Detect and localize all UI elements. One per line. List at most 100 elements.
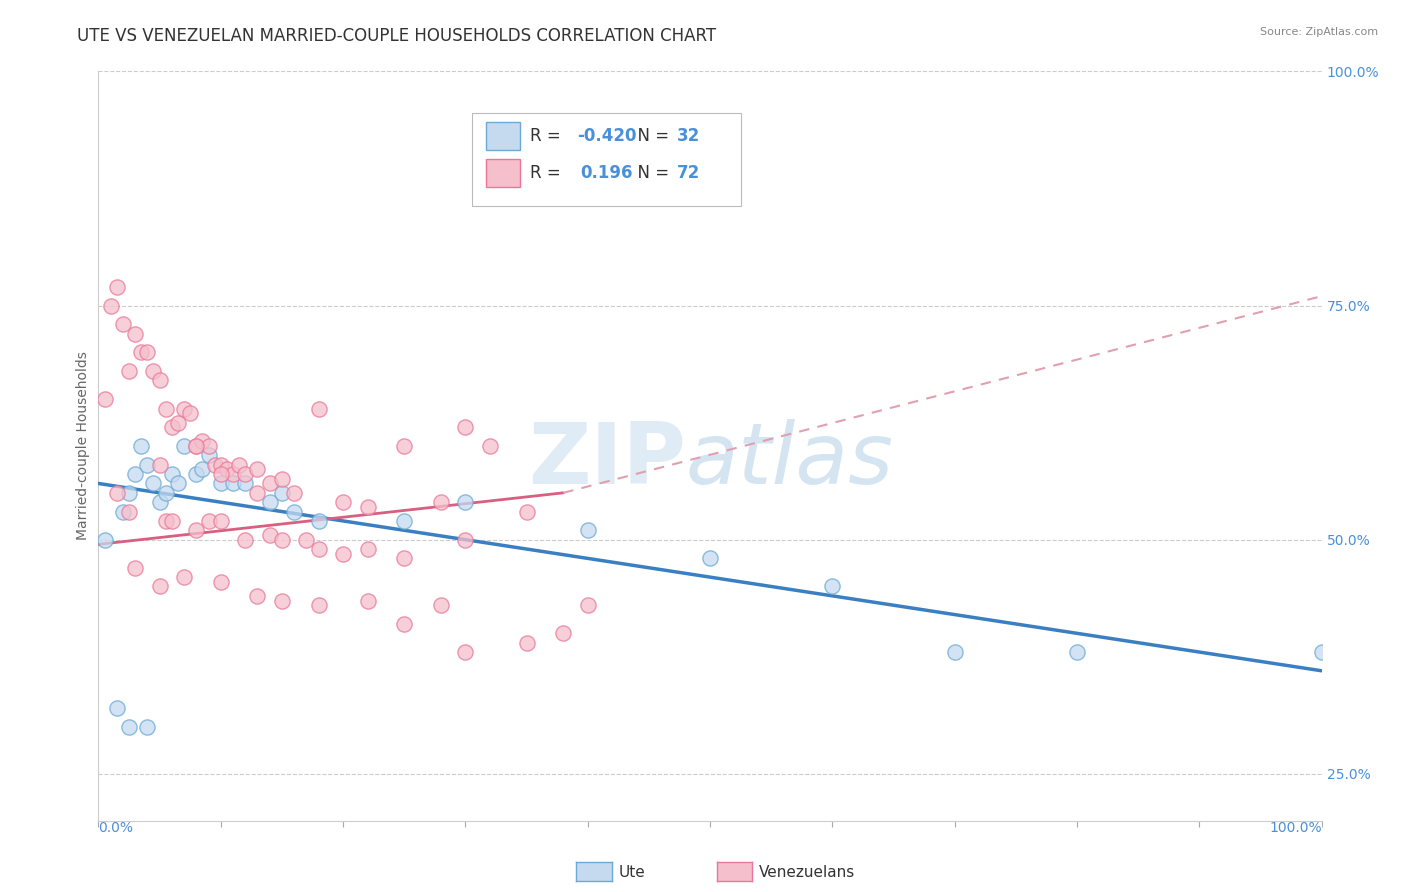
Text: R =: R = xyxy=(530,127,567,145)
Text: Ute: Ute xyxy=(619,865,645,880)
Text: 100.0%: 100.0% xyxy=(1270,821,1322,835)
Point xyxy=(111,505,134,519)
Point xyxy=(270,533,294,547)
Point xyxy=(233,476,256,491)
Point xyxy=(1066,645,1088,659)
Point xyxy=(209,514,232,528)
Text: 72: 72 xyxy=(678,164,700,182)
Point xyxy=(516,505,538,519)
Point xyxy=(179,406,201,420)
Point xyxy=(233,467,256,482)
Point xyxy=(430,599,453,613)
Point xyxy=(167,476,190,491)
Point xyxy=(118,485,141,500)
Point xyxy=(821,580,844,594)
Text: Source: ZipAtlas.com: Source: ZipAtlas.com xyxy=(1260,27,1378,37)
Point xyxy=(259,476,281,491)
Point xyxy=(129,345,152,359)
Point xyxy=(392,617,416,632)
Point xyxy=(454,645,477,659)
Point xyxy=(699,551,721,566)
Point xyxy=(167,416,190,430)
Point xyxy=(295,533,318,547)
Point xyxy=(191,462,214,476)
Point xyxy=(160,420,183,434)
Point xyxy=(308,401,330,416)
Point xyxy=(454,420,477,434)
Point xyxy=(118,364,141,378)
Point xyxy=(454,533,477,547)
Point xyxy=(308,514,330,528)
Point xyxy=(136,720,159,734)
Point xyxy=(136,458,159,472)
Point xyxy=(308,599,330,613)
Point xyxy=(209,574,232,589)
Point xyxy=(430,495,453,509)
Point xyxy=(118,505,141,519)
Point xyxy=(576,523,599,537)
Point xyxy=(270,472,294,486)
Point xyxy=(246,485,269,500)
Point xyxy=(553,186,575,201)
Point xyxy=(173,570,195,584)
Point xyxy=(173,401,195,416)
Point xyxy=(186,467,208,482)
Text: ZIP: ZIP xyxy=(527,419,686,502)
Point xyxy=(100,299,122,313)
Text: atlas: atlas xyxy=(686,419,894,502)
Point xyxy=(246,589,269,603)
Point xyxy=(93,533,115,547)
Point xyxy=(186,439,208,453)
Point xyxy=(105,280,128,294)
Point xyxy=(233,533,256,547)
Point xyxy=(105,485,128,500)
Point xyxy=(943,645,966,659)
Text: UTE VS VENEZUELAN MARRIED-COUPLE HOUSEHOLDS CORRELATION CHART: UTE VS VENEZUELAN MARRIED-COUPLE HOUSEHO… xyxy=(77,27,717,45)
Point xyxy=(124,467,146,482)
Point xyxy=(553,626,575,640)
Point xyxy=(228,458,250,472)
Point xyxy=(105,701,128,715)
Point xyxy=(149,374,172,388)
Point xyxy=(191,434,214,449)
FancyBboxPatch shape xyxy=(486,159,520,187)
Point xyxy=(516,635,538,649)
Point xyxy=(149,458,172,472)
Point xyxy=(136,345,159,359)
Point xyxy=(209,458,232,472)
Text: 32: 32 xyxy=(678,127,700,145)
Point xyxy=(392,439,416,453)
Point xyxy=(222,467,245,482)
Point xyxy=(142,364,165,378)
Point xyxy=(454,495,477,509)
Point xyxy=(478,439,501,453)
Point xyxy=(246,462,269,476)
Point xyxy=(160,467,183,482)
Text: R =: R = xyxy=(530,164,571,182)
Text: 0.0%: 0.0% xyxy=(98,821,134,835)
Point xyxy=(283,505,305,519)
Text: Venezuelans: Venezuelans xyxy=(759,865,855,880)
Point xyxy=(118,720,141,734)
Point xyxy=(129,439,152,453)
Point xyxy=(186,439,208,453)
Point xyxy=(270,485,294,500)
Point xyxy=(204,458,226,472)
Point xyxy=(149,495,172,509)
Point xyxy=(1310,645,1333,659)
Point xyxy=(173,439,195,453)
Point xyxy=(124,326,146,341)
FancyBboxPatch shape xyxy=(471,112,741,206)
Point xyxy=(111,318,134,332)
Point xyxy=(142,476,165,491)
Point xyxy=(149,580,172,594)
Point xyxy=(392,551,416,566)
Point xyxy=(186,523,208,537)
Point xyxy=(308,542,330,557)
Y-axis label: Married-couple Households: Married-couple Households xyxy=(76,351,90,541)
Point xyxy=(209,467,232,482)
Point xyxy=(209,476,232,491)
Text: -0.420: -0.420 xyxy=(576,127,636,145)
Point xyxy=(197,449,219,463)
Point xyxy=(259,528,281,542)
